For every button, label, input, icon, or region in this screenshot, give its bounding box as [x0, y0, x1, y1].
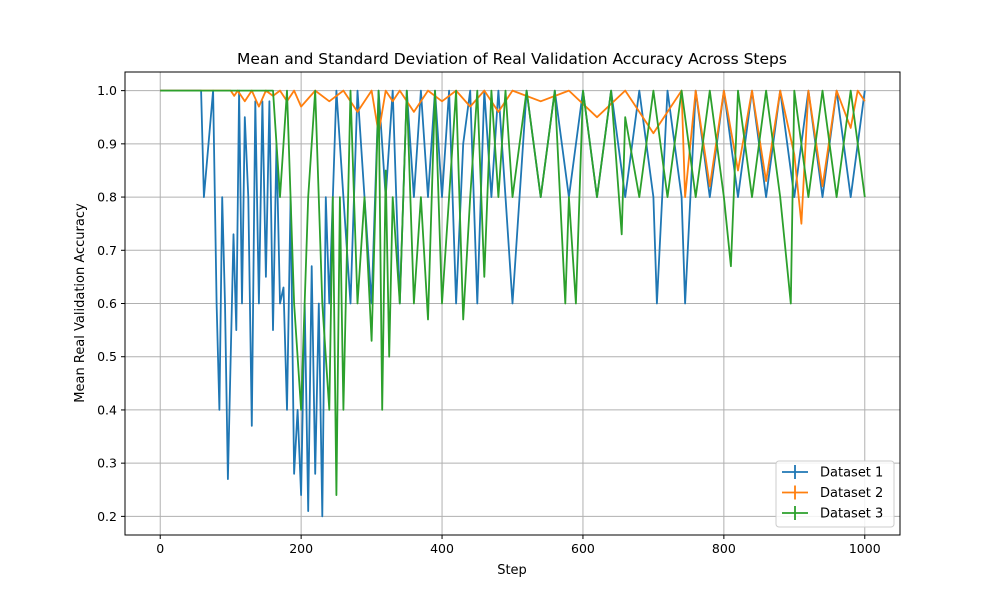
series-line-dataset-3 [160, 89, 866, 497]
x-tick-label: 600 [571, 541, 595, 556]
y-tick-label: 0.2 [97, 509, 117, 524]
x-tick-label: 0 [156, 541, 164, 556]
y-axis-label: Mean Real Validation Accuracy [73, 203, 88, 403]
x-tick-label: 400 [430, 541, 454, 556]
x-tick-label: 200 [289, 541, 313, 556]
legend-label-dataset-1: Dataset 1 [820, 466, 883, 481]
y-tick-label: 0.4 [97, 402, 117, 417]
y-axis-ticks: 0.2 0.3 0.4 0.5 0.6 0.7 0.8 0.9 1.0 [97, 83, 125, 524]
y-tick-label: 0.9 [97, 136, 117, 151]
y-tick-label: 0.3 [97, 456, 117, 471]
series-line-dataset-2 [160, 89, 866, 225]
legend-label-dataset-3: Dataset 3 [820, 507, 883, 522]
x-axis-ticks: 0 200 400 600 800 1000 [156, 535, 881, 556]
series-line-dataset-1 [160, 89, 866, 518]
y-tick-label: 0.5 [97, 349, 117, 364]
x-axis-label: Step [497, 563, 527, 578]
plot-series [160, 89, 866, 518]
legend-box [775, 460, 895, 528]
x-tick-label: 800 [712, 541, 736, 556]
y-tick-label: 0.8 [97, 190, 117, 205]
legend: Dataset 1 Dataset 2 Dataset 3 [775, 460, 895, 528]
legend-label-dataset-2: Dataset 2 [820, 486, 883, 501]
x-tick-label: 1000 [849, 541, 881, 556]
chart-title: Mean and Standard Deviation of Real Vali… [237, 50, 787, 68]
y-tick-label: 0.7 [97, 243, 117, 258]
y-tick-label: 0.6 [97, 296, 117, 311]
y-tick-label: 1.0 [97, 83, 117, 98]
